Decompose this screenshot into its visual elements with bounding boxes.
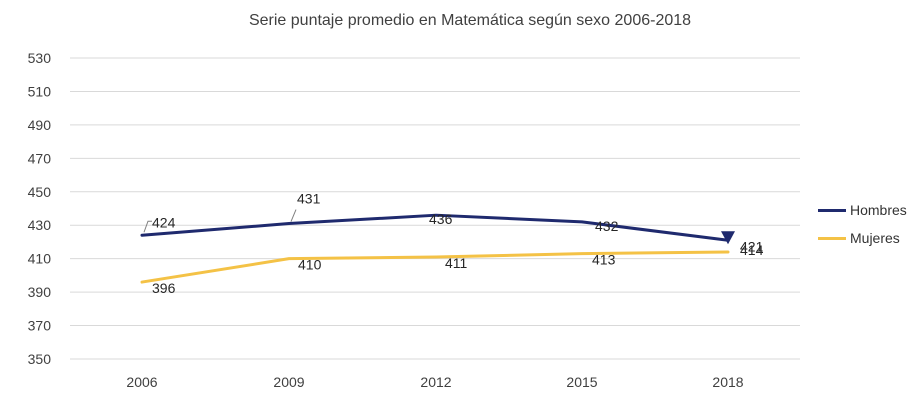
- y-tick-label-490: 490: [28, 117, 52, 133]
- leader-line-hombres-2009: [290, 209, 297, 222]
- data-label-hombres-2012: 436: [429, 211, 453, 227]
- data-label-mujeres-2009: 410: [298, 257, 322, 273]
- leader-line-hombres-2006: [143, 220, 152, 233]
- y-tick-label-470: 470: [28, 150, 52, 166]
- chart-legend: Hombres Mujeres: [818, 196, 907, 252]
- y-tick-label-450: 450: [28, 184, 52, 200]
- data-label-hombres-2009: 431: [297, 191, 321, 207]
- y-tick-label-530: 530: [28, 50, 52, 66]
- data-label-hombres-2006: 424: [152, 214, 176, 230]
- y-tick-label-430: 430: [28, 217, 52, 233]
- x-tick-label-2009: 2009: [273, 374, 304, 390]
- legend-item-hombres: Hombres: [818, 196, 907, 224]
- y-tick-label-410: 410: [28, 251, 52, 267]
- x-tick-label-2018: 2018: [712, 374, 743, 390]
- y-tick-label-510: 510: [28, 83, 52, 99]
- series-end-marker-hombres: [721, 231, 735, 245]
- legend-label-hombres: Hombres: [850, 202, 907, 218]
- data-label-hombres-2018: 421: [740, 238, 764, 254]
- chart-title: Serie puntaje promedio en Matemática seg…: [248, 12, 692, 29]
- x-tick-label-2012: 2012: [420, 374, 451, 390]
- legend-swatch-hombres: [818, 208, 846, 212]
- series-line-hombres: [140, 213, 730, 242]
- x-tick-label-2006: 2006: [126, 374, 157, 390]
- legend-swatch-mujeres: [818, 236, 846, 240]
- data-label-mujeres-2006: 396: [152, 280, 176, 296]
- y-tick-label-350: 350: [28, 351, 52, 367]
- series-line-mujeres: [140, 250, 730, 284]
- data-label-hombres-2015: 432: [595, 218, 619, 234]
- data-label-mujeres-2018: 414: [740, 242, 764, 258]
- x-tick-label-2015: 2015: [566, 374, 597, 390]
- y-tick-label-370: 370: [28, 318, 52, 334]
- legend-item-mujeres: Mujeres: [818, 224, 907, 252]
- data-label-mujeres-2012: 411: [445, 255, 468, 271]
- data-label-mujeres-2015: 413: [592, 252, 616, 268]
- y-tick-label-390: 390: [28, 284, 52, 300]
- legend-label-mujeres: Mujeres: [850, 230, 900, 246]
